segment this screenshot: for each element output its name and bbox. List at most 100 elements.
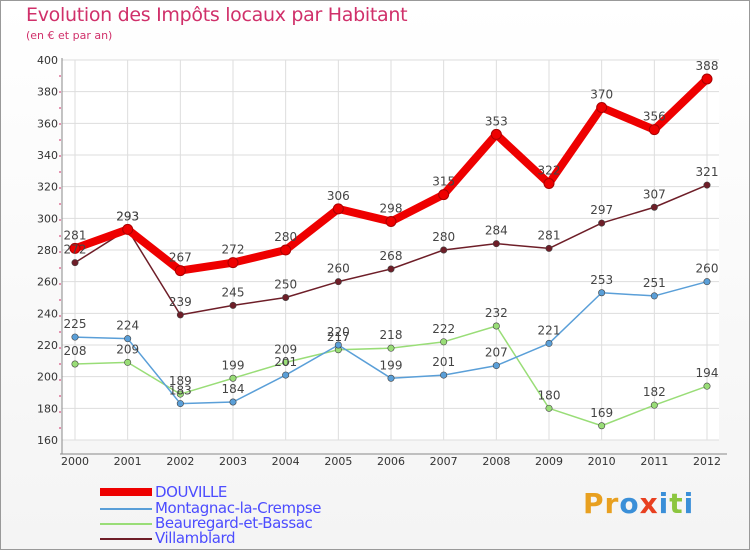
data-point — [176, 390, 184, 398]
data-label: 253 — [590, 273, 613, 287]
data-point — [176, 400, 184, 408]
data-label: 208 — [64, 344, 87, 358]
data-point — [440, 338, 448, 346]
data-label: 280 — [274, 230, 297, 244]
y-tick-label: 360 — [37, 117, 58, 130]
x-tick-label: 2004 — [272, 455, 300, 468]
y-tick-label: 320 — [37, 181, 58, 194]
data-point — [650, 401, 658, 409]
x-tick-label: 2011 — [640, 455, 668, 468]
data-label: 315 — [432, 175, 455, 189]
data-label: 245 — [222, 285, 245, 299]
data-point — [332, 203, 344, 215]
legend-label-douville: DOUVILLE — [155, 483, 228, 501]
data-label: 388 — [696, 59, 719, 73]
data-label: 298 — [380, 202, 403, 216]
data-point — [385, 216, 397, 227]
data-point — [440, 246, 448, 254]
data-point — [176, 311, 184, 319]
y-tick-label: 160 — [37, 434, 58, 447]
data-label: 207 — [485, 346, 508, 360]
data-label: 180 — [538, 388, 561, 402]
data-label: 322 — [538, 164, 561, 178]
proxiti-logo: Proxiti — [583, 487, 694, 520]
data-label: 194 — [696, 366, 719, 380]
legend-label-beauregard: Beauregard-et-Bassac — [155, 514, 313, 532]
legend-label-montagnac: Montagnac-la-Crempse — [155, 499, 322, 517]
data-point — [703, 181, 711, 189]
data-label: 281 — [538, 228, 561, 242]
data-label: 297 — [590, 203, 613, 217]
logo-letter: x — [639, 487, 659, 520]
data-point — [71, 333, 79, 341]
data-label: 281 — [64, 228, 87, 242]
data-label: 293 — [116, 209, 139, 223]
data-label: 201 — [432, 355, 455, 369]
data-point — [122, 223, 134, 235]
legend-swatch-douville — [100, 488, 152, 496]
x-tick-label: 2007 — [430, 455, 458, 468]
data-label: 182 — [643, 385, 666, 399]
data-label: 306 — [327, 189, 350, 203]
legend-swatch-montagnac — [100, 508, 152, 510]
legend-swatch-beauregard — [100, 523, 152, 525]
data-label: 251 — [643, 276, 666, 290]
data-point — [492, 362, 500, 370]
data-point — [703, 382, 711, 390]
data-point — [334, 341, 342, 349]
data-label: 224 — [116, 319, 139, 333]
data-point — [282, 293, 290, 301]
data-point — [387, 265, 395, 273]
x-tick-label: 2010 — [588, 455, 616, 468]
chart-title: Evolution des Impôts locaux par Habitant — [26, 4, 408, 26]
x-tick-label: 2001 — [114, 455, 142, 468]
data-point — [492, 322, 500, 330]
data-label: 201 — [274, 355, 297, 369]
data-point — [71, 360, 79, 368]
data-point — [650, 203, 658, 211]
data-point — [543, 178, 555, 189]
data-label: 221 — [538, 323, 561, 337]
data-label: 225 — [64, 317, 87, 331]
data-label: 353 — [485, 114, 508, 128]
logo-letter: i — [683, 487, 695, 520]
y-tick-label: 340 — [37, 149, 58, 162]
data-label: 321 — [696, 165, 719, 179]
data-point — [701, 73, 713, 85]
chart-subtitle: (en € et par an) — [26, 29, 113, 42]
data-label: 169 — [590, 406, 613, 420]
logo-letter: o — [619, 487, 640, 520]
y-tick-label: 220 — [37, 339, 58, 352]
data-label: 189 — [169, 374, 192, 388]
data-point — [229, 398, 237, 406]
data-label: 220 — [327, 325, 350, 339]
logo-letter: t — [669, 487, 684, 520]
data-label: 356 — [643, 110, 666, 124]
x-tick-label: 2012 — [693, 455, 721, 468]
logo-letter: i — [658, 487, 670, 520]
data-label: 222 — [432, 322, 455, 336]
logo-letter: P — [583, 487, 605, 520]
x-tick-label: 2009 — [535, 455, 563, 468]
data-point — [650, 292, 658, 300]
data-point — [124, 335, 132, 343]
x-tick-label: 2002 — [166, 455, 194, 468]
data-point — [545, 244, 553, 252]
data-point — [229, 374, 237, 382]
data-label: 250 — [274, 278, 297, 292]
data-label: 184 — [222, 382, 245, 396]
x-tick-label: 2006 — [377, 455, 405, 468]
y-tick-label: 300 — [37, 212, 58, 225]
y-tick-label: 180 — [37, 402, 58, 415]
data-point — [334, 278, 342, 286]
data-point — [280, 244, 292, 256]
logo-letter: r — [604, 487, 620, 520]
data-point — [174, 265, 186, 277]
data-label: 370 — [590, 88, 613, 102]
data-point — [71, 259, 79, 267]
data-point — [282, 358, 290, 366]
data-label: 199 — [380, 358, 403, 372]
data-label: 209 — [116, 342, 139, 356]
axes: 160 180 200 220 240 260 280 300 320 340 360 380 400 2… — [37, 54, 727, 468]
data-point — [387, 374, 395, 382]
